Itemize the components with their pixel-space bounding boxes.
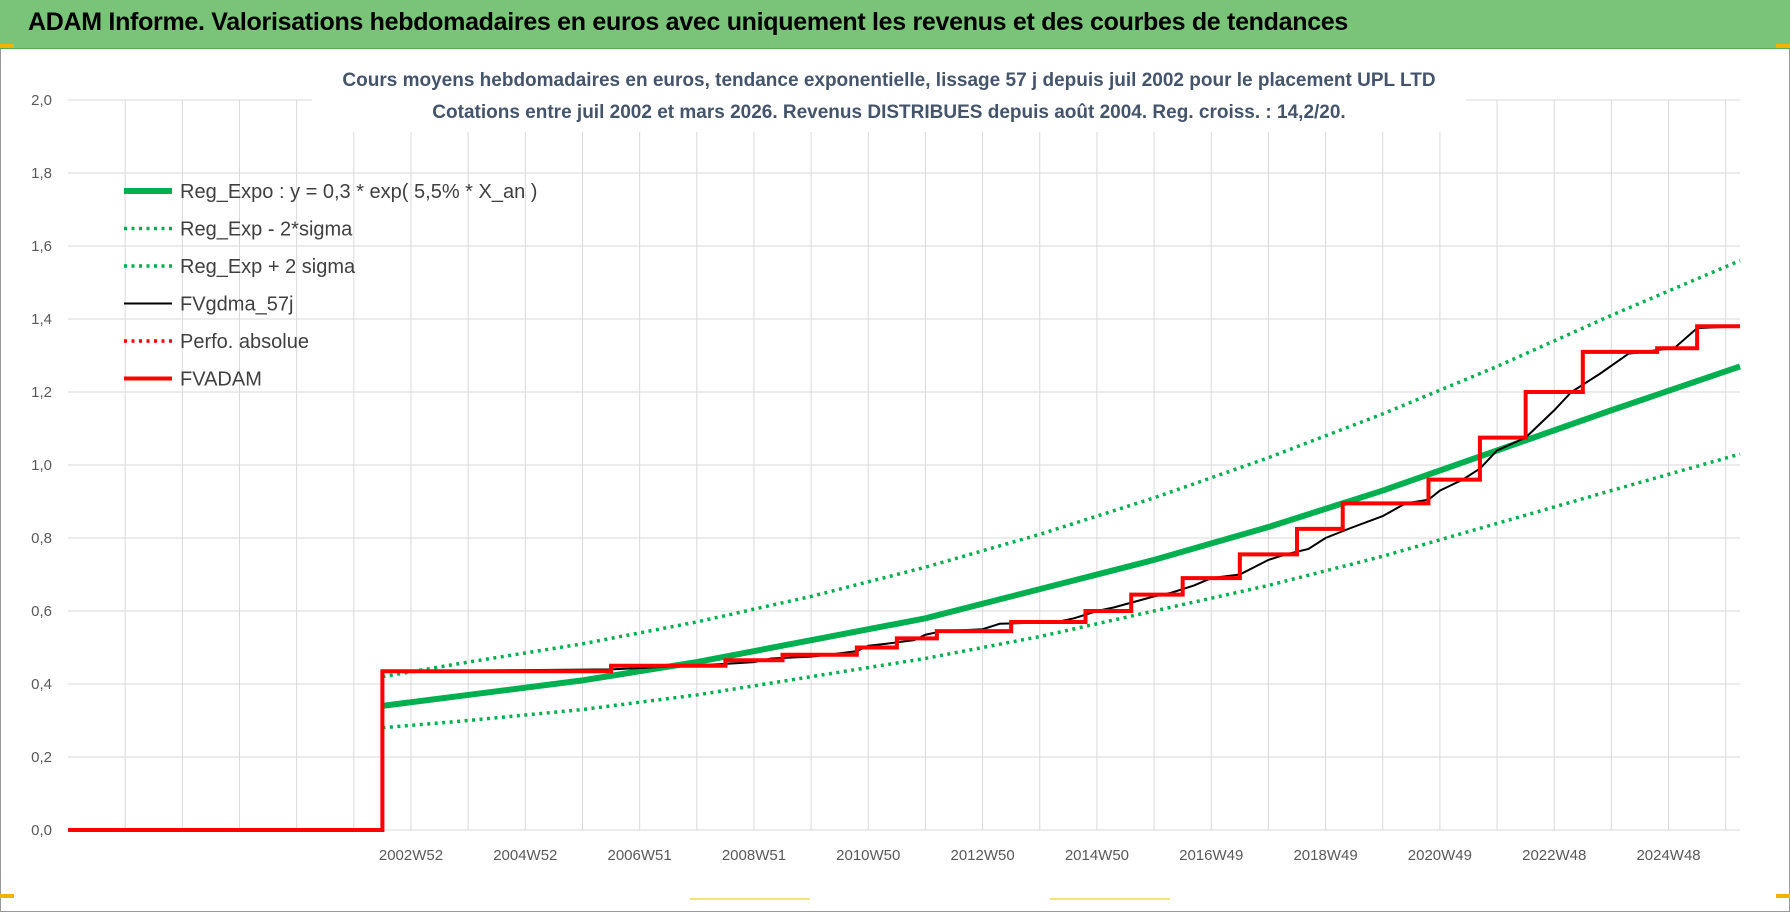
banner: ADAM Informe. Valorisations hebdomadaire… [0,0,1790,49]
x-tick-label: 2022W48 [1522,847,1586,864]
corner-mark-right [1776,44,1790,48]
y-tick-label: 0,4 [31,676,52,693]
x-tick-label: 2016W49 [1179,847,1243,864]
x-tick-label: 2010W50 [836,847,900,864]
legend-label: Reg_Exp - 2*sigma [180,219,353,241]
x-tick-label: 2024W48 [1636,847,1700,864]
legend-label: FVgdma_57j [180,294,293,316]
series-line [68,325,1741,831]
corner-mark-bottom-left [0,894,14,898]
x-tick-label: 2006W51 [608,847,672,864]
y-tick-label: 0,8 [31,530,52,547]
y-tick-label: 0,6 [31,603,52,620]
y-tick-label: 1,8 [31,165,52,182]
corner-mark-bottom-right [1776,894,1790,898]
footer-mark-1 [690,898,810,900]
series-line [382,452,1741,730]
series-line [382,363,1741,709]
x-tick-label: 2014W50 [1065,847,1129,864]
chart-title-line: Cours moyens hebdomadaires en euros, ten… [342,70,1435,91]
title-background [312,66,1466,132]
y-tick-label: 1,0 [31,457,52,474]
x-tick-label: 2020W49 [1408,847,1472,864]
legend-label: Reg_Exp + 2 sigma [180,256,356,278]
corner-mark-left [0,44,14,48]
legend-label: Reg_Expo : y = 0,3 * exp( 5,5% * X_an ) [180,181,537,203]
series-line [382,258,1741,679]
x-tick-label: 2004W52 [493,847,557,864]
y-tick-label: 0,0 [31,822,52,839]
x-tick-label: 2008W51 [722,847,786,864]
y-tick-label: 1,6 [31,238,52,255]
y-tick-label: 1,4 [31,311,52,328]
legend-label: Perfo. absolue [180,331,309,353]
x-tick-label: 2012W50 [950,847,1014,864]
legend-label: FVADAM [180,369,262,391]
y-tick-label: 2,0 [31,92,52,109]
x-tick-label: 2018W49 [1293,847,1357,864]
x-tick-label: 2002W52 [379,847,443,864]
banner-title: ADAM Informe. Valorisations hebdomadaire… [28,8,1349,36]
footer-mark-2 [1050,898,1170,900]
y-tick-label: 0,2 [31,749,52,766]
y-tick-label: 1,2 [31,384,52,401]
chart-title-line: Cotations entre juil 2002 et mars 2026. … [432,102,1345,123]
series-line [68,324,1740,832]
